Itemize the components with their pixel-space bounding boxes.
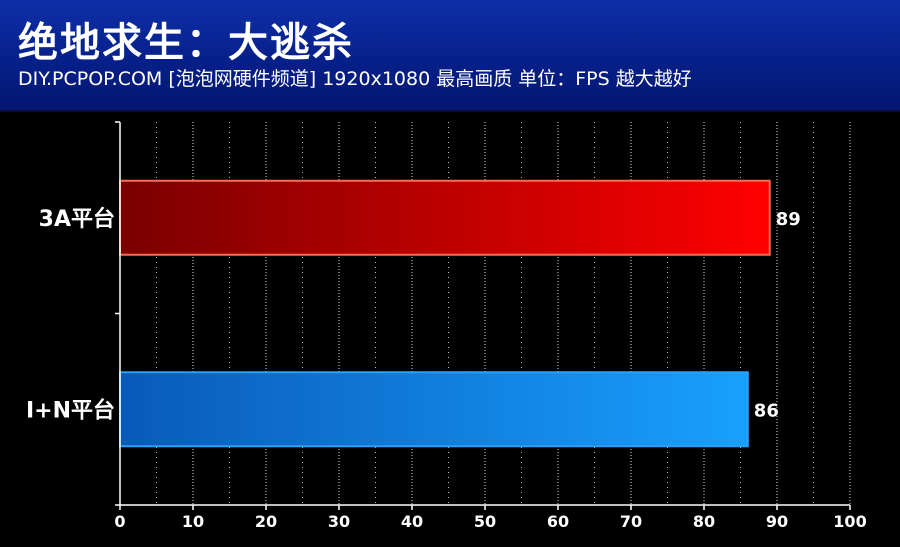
x-tick-label: 20 — [255, 512, 277, 531]
chart-header: 绝地求生：大逃杀 DIY.PCPOP.COM [泡泡网硬件频道] 1920x10… — [0, 0, 900, 112]
category-label: 3A平台 — [39, 206, 115, 232]
x-tick-label: 10 — [182, 512, 204, 531]
chart-subtitle: DIY.PCPOP.COM [泡泡网硬件频道] 1920x1080 最高画质 单… — [18, 68, 692, 90]
x-tick-label: 40 — [401, 512, 423, 531]
data-label: 89 — [776, 209, 801, 230]
x-tick-label: 90 — [766, 512, 788, 531]
x-tick-label: 60 — [547, 512, 569, 531]
data-label: 86 — [754, 400, 779, 421]
bar-0 — [119, 179, 771, 256]
x-axis: 0 10 20 30 40 50 60 70 80 90 100 — [114, 121, 867, 531]
x-tick-label: 50 — [474, 512, 496, 531]
x-tick-label: 100 — [833, 512, 866, 531]
category-label: I+N平台 — [26, 397, 115, 423]
chart-title: 绝地求生：大逃杀 — [18, 20, 354, 66]
grid-lines — [156, 122, 851, 505]
x-tick-label: 30 — [328, 512, 350, 531]
x-tick-label: 80 — [693, 512, 715, 531]
x-tick-label: 0 — [114, 512, 125, 531]
x-tick-label: 70 — [620, 512, 642, 531]
bar-1 — [119, 371, 749, 448]
bars: 89 3A平台 86 I+N平台 — [26, 179, 801, 448]
